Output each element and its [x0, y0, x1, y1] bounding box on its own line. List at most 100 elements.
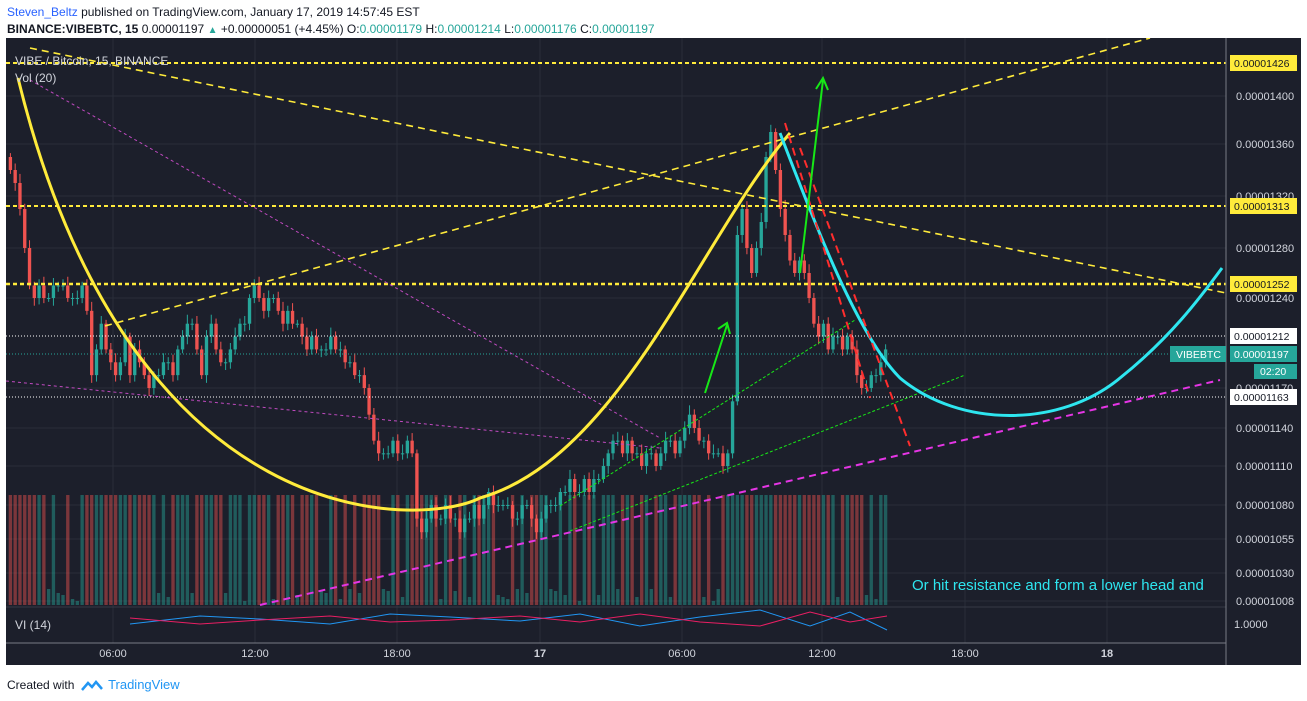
volume-bar: [104, 495, 108, 605]
candle-body: [8, 157, 13, 170]
volume-bar: [85, 495, 89, 605]
candle-body: [553, 505, 558, 506]
candle-body: [472, 505, 476, 519]
volume-bar: [453, 591, 457, 605]
volume-bar: [415, 495, 419, 605]
volume-bar: [802, 495, 806, 605]
volume-bar: [32, 495, 36, 605]
countdown-tag: [1254, 364, 1297, 379]
volume-bar: [563, 595, 567, 605]
price-change: +0.00000051 (+4.45%): [220, 22, 344, 36]
volume-bar: [448, 495, 453, 605]
price-tick-label: 0.00001008: [1236, 596, 1294, 608]
volume-bar: [180, 495, 185, 605]
candle-body: [673, 440, 677, 454]
volume-bar: [386, 591, 390, 605]
volume-bar: [109, 495, 113, 605]
candle-body: [190, 323, 194, 325]
yellow-uptrend-line: [104, 38, 1151, 327]
volume-bar: [582, 495, 586, 605]
tradingview-brand[interactable]: TradingView: [108, 677, 180, 692]
candle-body: [711, 453, 716, 455]
candle-body: [195, 323, 199, 350]
volume-bar: [778, 495, 783, 605]
candle-body: [448, 505, 453, 519]
volume-bar: [482, 495, 486, 605]
candle-body: [544, 505, 548, 519]
candle-body: [367, 388, 371, 415]
volume-bar: [472, 495, 476, 605]
symbol-tag-label: VIBEBTC: [1176, 349, 1221, 361]
volume-bar: [410, 495, 414, 605]
footer: Created with TradingView: [7, 677, 180, 692]
volume-bar: [195, 495, 199, 605]
candle-body: [769, 132, 773, 157]
candle-body: [386, 453, 390, 455]
candle-body: [314, 336, 319, 350]
volume-bar: [152, 495, 156, 605]
candle-body: [18, 183, 22, 209]
volume-bar: [238, 495, 242, 605]
publish-header: Steven_Beltz published on TradingView.co…: [7, 5, 420, 19]
volume-bar: [23, 495, 27, 605]
candle-body: [606, 453, 610, 466]
candle-body: [424, 518, 429, 533]
price-chart[interactable]: 0.000014000.000013600.000013200.00001280…: [0, 38, 1307, 665]
volume-bar: [640, 495, 644, 605]
candle-body: [721, 453, 725, 466]
high-label: H:: [425, 22, 438, 36]
volume-bar: [663, 495, 668, 605]
candle-body: [333, 336, 338, 350]
candle-body: [687, 414, 692, 428]
candle-body: [821, 323, 826, 337]
candle-body: [238, 323, 242, 337]
volume-bar: [42, 495, 46, 605]
candle-body: [482, 505, 486, 519]
volume-bar: [305, 495, 309, 605]
volume-bar: [850, 495, 854, 605]
volume-bar: [702, 597, 706, 605]
candle-body: [730, 401, 735, 454]
volume-bar: [310, 495, 314, 605]
candle-body: [128, 336, 132, 376]
candle-body: [706, 440, 711, 454]
candle-body: [348, 362, 352, 364]
candle-body: [104, 323, 108, 350]
candle-body: [223, 362, 228, 364]
close-label: C:: [580, 22, 593, 36]
candle-body: [625, 440, 630, 454]
author-link[interactable]: Steven_Beltz: [7, 5, 78, 19]
time-tick-label: 06:00: [99, 648, 127, 660]
volume-bar: [745, 495, 749, 605]
symbol-label: BINANCE:VIBEBTC, 15: [7, 22, 139, 36]
volume-bar: [171, 495, 175, 605]
volume-bar: [539, 495, 543, 605]
candle-body: [573, 479, 577, 492]
volume-bar: [606, 495, 610, 605]
volume-bar: [443, 495, 448, 605]
time-tick-label: 06:00: [668, 648, 696, 660]
high-value: 0.00001214: [437, 22, 501, 36]
volume-bars: [8, 495, 888, 605]
candle-body: [70, 298, 75, 299]
volume-bar: [176, 495, 180, 605]
volume-bar: [467, 597, 472, 605]
candle-body: [654, 453, 658, 466]
volume-bar: [262, 495, 266, 605]
volume-bar: [649, 589, 653, 605]
volume-bar: [750, 495, 754, 605]
low-value: 0.00001176: [514, 22, 577, 36]
candle-body: [692, 414, 696, 428]
green-channel-lower: [569, 374, 966, 532]
candle-body: [247, 298, 252, 324]
candle-body: [463, 518, 467, 533]
volume-bar: [223, 593, 228, 605]
candle-body: [845, 336, 850, 350]
candle-body: [219, 349, 223, 363]
indicator-label: VI (14): [15, 618, 51, 632]
volume-bar: [735, 495, 740, 605]
volume-bar: [558, 495, 563, 605]
volume-bar: [769, 495, 773, 605]
candle-body: [783, 209, 787, 235]
volume-bar: [773, 495, 778, 605]
